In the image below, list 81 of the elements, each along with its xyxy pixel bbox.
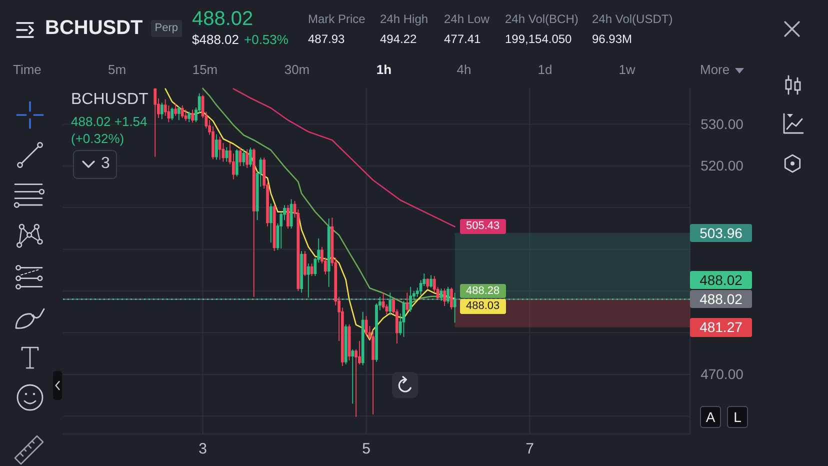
- line-series: [232, 88, 456, 228]
- data-label: 488.28: [460, 284, 506, 298]
- text: 487.93: [308, 32, 345, 47]
- chart-title: BCHUSDT: [71, 91, 149, 108]
- line-series: [202, 88, 456, 304]
- text: 30m: [284, 62, 310, 78]
- data-label: 488.03: [460, 299, 506, 314]
- text: Perp: [150, 20, 182, 37]
- candlestick: [361, 311, 364, 366]
- x-tick-label: 3: [198, 440, 207, 458]
- band-label: 481.27: [690, 318, 752, 337]
- ref-line-label: 488.02: [690, 270, 752, 290]
- candlestick: [286, 204, 290, 229]
- text: L: [727, 406, 748, 428]
- text: BCHUSDT: [45, 17, 143, 40]
- y-tick-label: 530.00: [700, 116, 744, 132]
- ref-line-label: 488.02: [690, 290, 752, 308]
- candlestick: [430, 274, 432, 288]
- x-tick-label: 7: [526, 440, 534, 458]
- band-label: 503.96: [690, 224, 752, 242]
- candlestick: [177, 106, 180, 121]
- candlestick: [272, 204, 276, 252]
- candlestick: [443, 288, 446, 306]
- candlestick: [248, 147, 252, 168]
- candlestick: [269, 203, 272, 244]
- candlestick: [372, 330, 375, 415]
- text: 488.02: [192, 8, 254, 31]
- candlestick: [252, 148, 256, 298]
- candlestick: [225, 146, 228, 162]
- candlestick: [235, 148, 238, 177]
- candlestick: [191, 109, 194, 124]
- text: A: [700, 406, 721, 428]
- candlestick: [154, 88, 157, 158]
- candlestick: [214, 134, 218, 160]
- candlestick: [174, 102, 178, 116]
- x-tick-label: 5: [362, 440, 370, 458]
- text: Mark Price: [308, 12, 366, 27]
- candlestick: [160, 102, 164, 120]
- candlestick: [409, 286, 412, 312]
- candlestick: [406, 292, 409, 312]
- text: 96.93M: [592, 32, 632, 47]
- data-label: 505.43: [460, 219, 506, 234]
- candlestick: [351, 348, 354, 404]
- text: 1w: [618, 62, 636, 78]
- annotation: 3: [101, 155, 110, 174]
- candlestick: [426, 278, 430, 289]
- text: 1d: [538, 62, 552, 78]
- text: 494.22: [380, 32, 417, 47]
- text: $488.02: [192, 32, 239, 48]
- candlestick: [180, 105, 184, 118]
- text: Time: [13, 62, 42, 78]
- candlestick: [327, 218, 330, 288]
- text: 488.02 +1.54 (+0.32%): [71, 114, 148, 146]
- text: 24h Low: [444, 12, 490, 27]
- candlestick: [304, 250, 306, 276]
- text: 1h: [376, 62, 392, 78]
- candlestick: [300, 250, 303, 294]
- text: 5m: [108, 62, 126, 78]
- candlestick: [242, 148, 246, 166]
- candlestick: [446, 286, 450, 304]
- candlestick: [306, 263, 310, 298]
- candlestick: [170, 107, 174, 121]
- y-tick-label: 520.00: [700, 157, 744, 174]
- candlestick: [290, 198, 293, 229]
- text: 24h Vol(BCH): [505, 12, 578, 27]
- text: 24h Vol(USDT): [592, 12, 673, 27]
- candlestick: [344, 324, 348, 365]
- candlestick: [450, 287, 453, 310]
- y-tick-label: 470.00: [700, 366, 744, 382]
- candlestick: [246, 148, 249, 168]
- line-series: [164, 88, 456, 340]
- text: 15m: [192, 62, 218, 78]
- text: 24h High: [380, 12, 428, 27]
- text: More: [700, 62, 730, 78]
- text: 4h: [456, 62, 472, 78]
- candlestick: [188, 111, 191, 123]
- text: 477.41: [444, 32, 481, 47]
- candlestick: [453, 292, 456, 324]
- text: +0.53%: [244, 32, 288, 48]
- candlestick: [388, 292, 392, 316]
- text: 199,154.050: [505, 32, 572, 47]
